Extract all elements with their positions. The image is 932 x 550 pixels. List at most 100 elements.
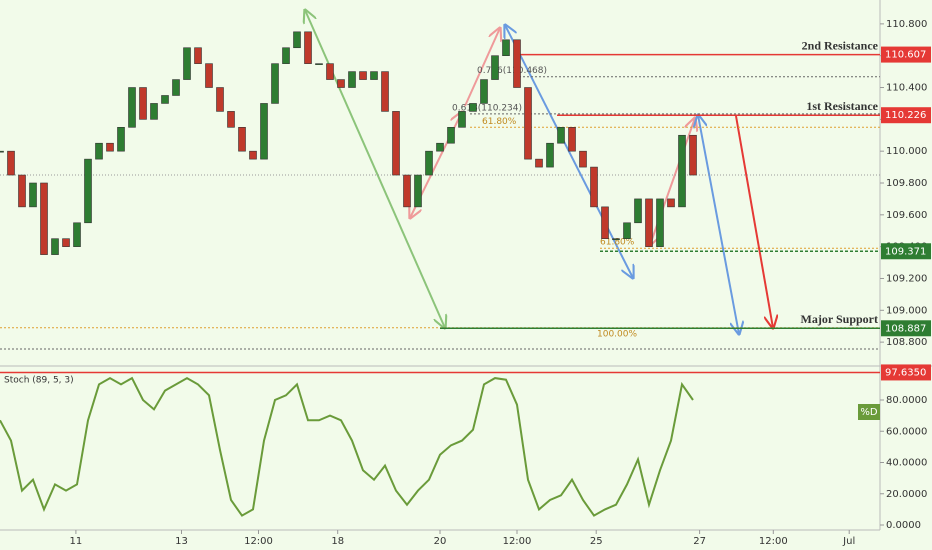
stoch-line [0, 376, 694, 517]
price-box [881, 320, 931, 337]
candle [634, 198, 642, 224]
candle [73, 222, 81, 247]
x-tick-label: 12:00 [759, 536, 788, 547]
candle [425, 150, 433, 176]
candle [546, 142, 554, 168]
candle [161, 95, 169, 104]
candle [183, 47, 191, 80]
candle [392, 111, 400, 176]
candle [403, 174, 411, 208]
candle [260, 103, 268, 160]
level-name: 2nd Resistance [802, 38, 879, 52]
candle [128, 87, 136, 128]
candle [95, 142, 103, 160]
arrow [505, 25, 633, 278]
candle [458, 111, 466, 128]
candle [601, 206, 609, 239]
arrow [735, 115, 773, 328]
x-tick-label: 13 [175, 536, 188, 547]
candle [326, 63, 334, 80]
arrows [305, 10, 773, 334]
candle [51, 238, 59, 255]
price-box-label: 97.6350 [885, 367, 926, 378]
arrow [305, 10, 445, 328]
y-tick-label: 40.0000 [886, 458, 927, 469]
candle [414, 174, 422, 208]
candle [7, 150, 15, 176]
price-box [881, 364, 931, 381]
candle [524, 87, 532, 160]
level-name: Major Support [801, 312, 878, 326]
candle [315, 63, 323, 65]
legend-box [858, 404, 880, 420]
y-tick-label: 109.800 [886, 178, 927, 189]
price-box-label: 110.607 [885, 50, 926, 61]
candle [18, 174, 26, 208]
candle [337, 79, 345, 88]
y-tick-label: 110.800 [886, 19, 927, 30]
x-tick-label: 27 [693, 536, 706, 547]
price-box-label: 110.226 [885, 110, 926, 121]
arrow [698, 115, 739, 334]
x-tick-label: Jul [842, 536, 855, 547]
candle [612, 238, 620, 240]
candle [370, 71, 378, 80]
candle [623, 222, 631, 239]
candle [590, 166, 598, 208]
candle [62, 238, 70, 247]
candle [282, 47, 290, 64]
candle [117, 127, 125, 152]
fib-label: 0.786(110.468) [477, 66, 547, 76]
price-box [881, 107, 931, 124]
candle [216, 87, 224, 112]
arrow [464, 28, 500, 107]
price-box-label: 109.371 [885, 246, 926, 257]
y-tick-label: 60.0000 [886, 426, 927, 437]
candle [436, 142, 444, 152]
candle [381, 71, 389, 112]
candle [678, 134, 686, 208]
candle [205, 63, 213, 88]
x-tick-label: 25 [590, 536, 603, 547]
candle [172, 79, 180, 96]
y-tick-label: 0.0000 [886, 520, 921, 531]
legend-label: %D [860, 407, 878, 418]
x-tick-label: 20 [434, 536, 447, 547]
indicator-title: Stoch (89, 5, 3) [4, 376, 74, 386]
candle [0, 150, 4, 153]
candle [667, 198, 675, 208]
y-tick-label: 109.000 [886, 305, 927, 316]
candle [293, 31, 301, 49]
candle [271, 63, 279, 104]
y-tick-label: 109.600 [886, 210, 927, 221]
candle [304, 31, 312, 64]
y-tick-label: 20.0000 [886, 489, 927, 500]
fib-label: 61.80% [600, 238, 635, 248]
fib-label: 0.618(110.234) [452, 103, 522, 113]
candle [491, 55, 499, 80]
price-box-label: 108.887 [885, 323, 926, 334]
candle [194, 47, 202, 64]
candle [359, 71, 367, 80]
candle [579, 150, 587, 168]
candle [84, 158, 92, 224]
candle [40, 182, 48, 255]
x-tick-label: 12:00 [244, 536, 273, 547]
candle [348, 71, 356, 88]
x-tick-label: 12:00 [503, 536, 532, 547]
price-box [881, 243, 931, 260]
fib-label: 61.80% [482, 117, 517, 127]
candle [249, 150, 257, 160]
candle [238, 127, 246, 152]
candle [480, 79, 488, 104]
y-tick-label: 110.000 [886, 146, 927, 157]
y-tick-label: 80.0000 [886, 395, 927, 406]
level-name: 1st Resistance [806, 99, 878, 113]
candle [557, 127, 565, 144]
x-tick-label: 11 [70, 536, 83, 547]
y-tick-label: 110.400 [886, 83, 927, 94]
price-box [881, 46, 931, 63]
candle [502, 39, 510, 56]
candle [689, 134, 697, 176]
